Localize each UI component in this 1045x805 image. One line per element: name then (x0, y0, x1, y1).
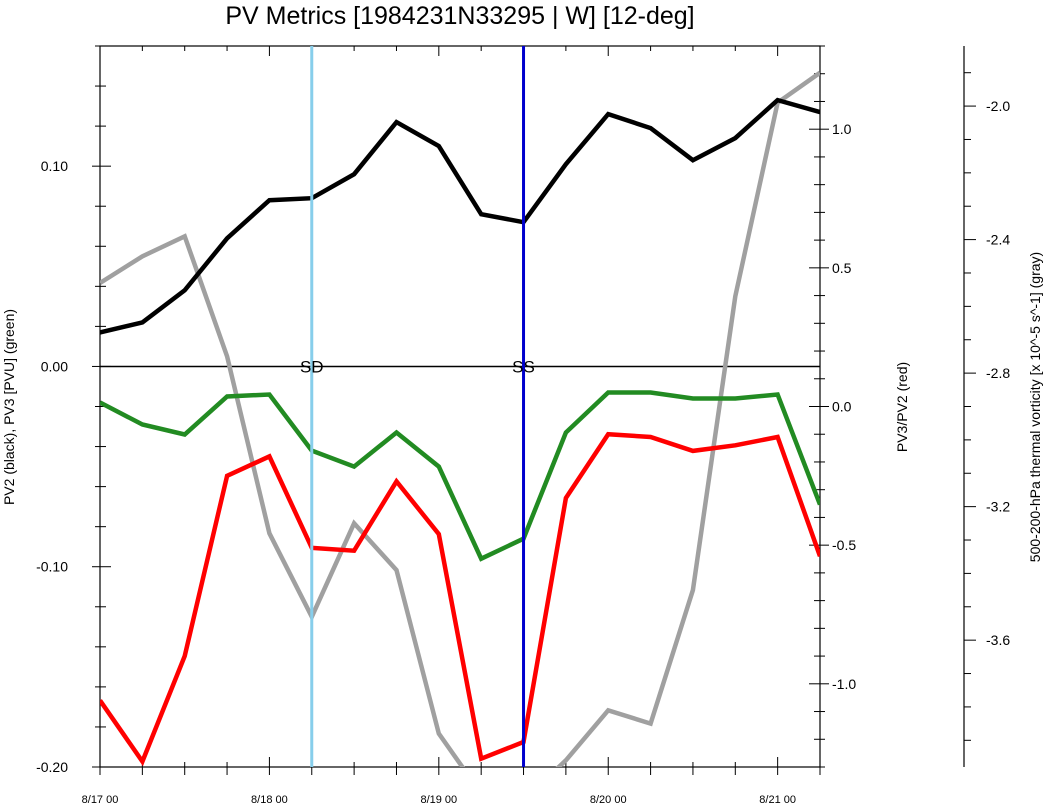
y-left-tick-label: 0.00 (41, 358, 68, 374)
y-right-tick-label: 1.0 (832, 121, 852, 137)
y-right-tick-label: -1.0 (832, 676, 856, 692)
chart-title: PV Metrics [1984231N33295 | W] [12-deg] (225, 2, 694, 30)
x-tick-label: 8/17 00 (82, 794, 119, 805)
y-far-right-tick-label: -3.6 (986, 632, 1010, 648)
y-right-tick-label: 0.0 (832, 399, 852, 415)
series-line-pv3-pv2 (100, 431, 820, 767)
y-left-label: PV2 (black), PV3 [PVU] (green) (1, 309, 17, 505)
marker-label-ss: SS (512, 357, 535, 376)
series-line-thermal-vorticity (100, 70, 820, 767)
y-far-right-tick-label: -2.4 (986, 232, 1010, 248)
x-tick-label: 8/19 00 (420, 794, 457, 805)
event-markers: SD SS (300, 46, 535, 767)
y-right-label: PV3/PV2 (red) (894, 362, 910, 452)
x-tick-label: 8/20 00 (590, 794, 627, 805)
x-tick-label: 8/18 00 (251, 794, 288, 805)
series-line-pv2 (100, 97, 820, 335)
y-right-tick-label: -0.5 (832, 537, 856, 553)
marker-label-sd: SD (300, 357, 324, 376)
y-left-tick-label: -0.10 (36, 559, 68, 575)
y-far-right-tick-label: -2.8 (986, 365, 1010, 381)
series-line-pv3 (100, 390, 820, 562)
y-far-right-tick-label: -3.2 (986, 499, 1010, 515)
data-series (100, 70, 820, 767)
y-far-right-label: 500-200-hPa thermal vorticity [x 10^-5 s… (1027, 252, 1043, 562)
x-tick-label: 8/21 00 (759, 794, 796, 805)
y-far-right-tick-label: -2.0 (986, 98, 1010, 114)
axis-tick-labels: 8/17 00 8/18 00 8/19 00 8/20 00 8/21 00 0.10 0… (36, 98, 1010, 805)
y-left-tick-label: 0.10 (41, 158, 68, 174)
y-right-tick-label: 0.5 (832, 260, 852, 276)
y-left-tick-label: -0.20 (36, 759, 68, 775)
plot-frame (99, 45, 821, 768)
